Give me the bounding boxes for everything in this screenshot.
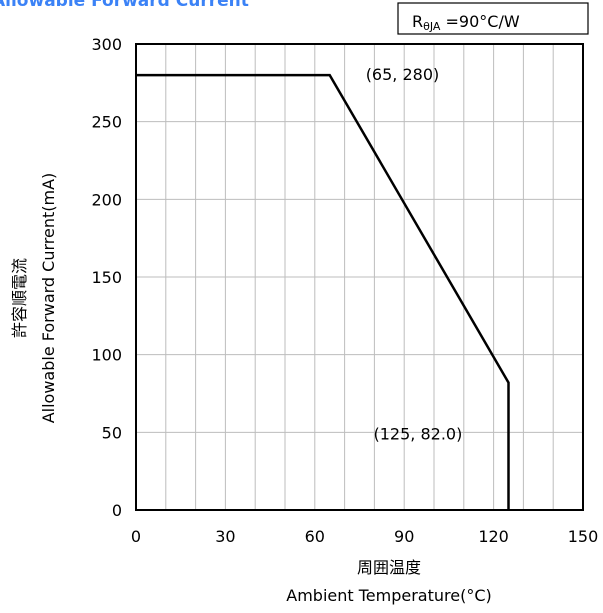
y-tick-label: 100 xyxy=(91,346,122,365)
x-tick-label: 150 xyxy=(568,527,599,546)
y-tick-label: 200 xyxy=(91,190,122,209)
x-axis-label-ja: 周囲温度 xyxy=(357,558,421,577)
annotations: (65, 280) (125, 82.0) xyxy=(366,65,463,444)
y-tick-label: 150 xyxy=(91,268,122,287)
annotation-label: (65, 280) xyxy=(366,65,440,84)
plot-frame xyxy=(135,43,584,511)
x-tick-label: 90 xyxy=(394,527,414,546)
y-axis-label: Allowable Forward Current(mA) xyxy=(39,173,58,424)
y-axis-label-ja: 許容順電流 xyxy=(10,258,29,338)
x-tick-label: 30 xyxy=(215,527,235,546)
x-tick-label: 60 xyxy=(305,527,325,546)
annotation-label: (125, 82.0) xyxy=(374,425,463,444)
y-tick-label: 300 xyxy=(91,35,122,54)
y-tick-label: 50 xyxy=(102,423,122,442)
y-tick-label: 250 xyxy=(91,113,122,132)
thermal-resistance-box: RθJA =90°C/W xyxy=(397,2,589,35)
x-tick-label: 120 xyxy=(478,527,509,546)
thermal-resistance-label: RθJA =90°C/W xyxy=(412,12,520,33)
x-tick-label: 0 xyxy=(131,527,141,546)
chart-title: Allowable Forward Current xyxy=(0,0,249,11)
derating-curve xyxy=(136,73,510,510)
x-axis-label: Ambient Temperature(°C) xyxy=(286,586,491,605)
gridlines xyxy=(136,44,583,510)
tick-labels: 0 30 60 90 120 150 0 50 100 150 200 250 300 xyxy=(91,35,598,546)
data-series xyxy=(136,73,510,510)
y-tick-label: 0 xyxy=(112,501,122,520)
